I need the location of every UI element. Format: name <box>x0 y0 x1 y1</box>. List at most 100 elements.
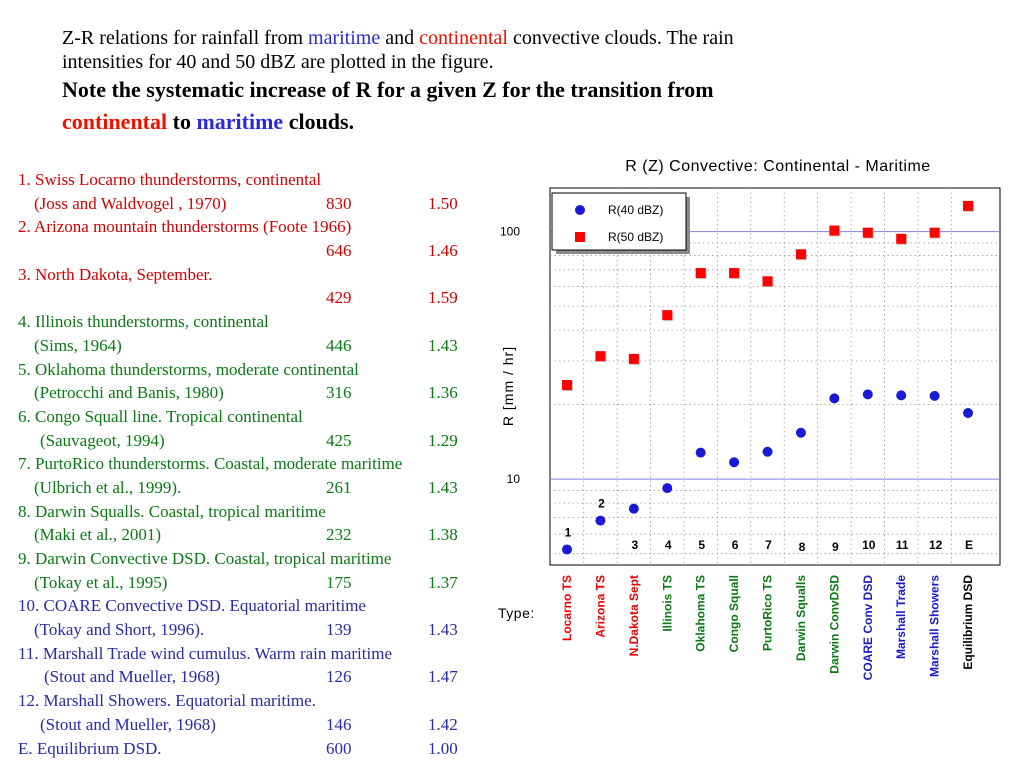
point-r40 <box>795 427 806 438</box>
point-r40 <box>963 408 974 419</box>
list-item: E. Equilibrium DSD. 600 1.00 <box>18 737 478 761</box>
type-label: COARE Conv DSD <box>861 575 875 681</box>
list-item: 9. Darwin Convective DSD. Coastal, tropi… <box>18 547 478 594</box>
type-label: Oklahoma TS <box>694 575 708 652</box>
type-label: Marshall Showers <box>928 575 942 677</box>
point-r40 <box>595 515 606 526</box>
list-item-b-exponent: 1.37 <box>428 572 458 592</box>
list-item-a-coefficient: 175 <box>326 572 352 592</box>
list-item-title: 5. Oklahoma thunderstorms, moderate cont… <box>18 359 359 379</box>
type-axis-label: Type: <box>498 605 535 621</box>
category-label: 7 <box>765 538 772 552</box>
list-item-title: 2. Arizona mountain thunderstorms (Foote… <box>18 217 352 237</box>
category-label: 6 <box>732 538 739 552</box>
list-item-a-coefficient: 139 <box>326 620 352 640</box>
list-item-values: (Petrocchi and Banis, 1980) 316 1.36 <box>18 381 478 405</box>
list-item-b-exponent: 1.46 <box>428 241 458 261</box>
type-label: Darwin Squalls <box>794 575 808 661</box>
point-r40 <box>862 389 873 400</box>
list-item-b-exponent: 1.42 <box>428 714 458 734</box>
list-item-title: 3. North Dakota, September. <box>18 264 213 284</box>
category-label: 4 <box>665 538 672 552</box>
list-item-a-coefficient: 261 <box>326 477 352 497</box>
category-label: 10 <box>862 538 876 552</box>
list-item-title: 4. Illinois thunderstorms, continental <box>18 312 269 332</box>
list-item-a-coefficient: 600 <box>326 738 352 758</box>
list-item: 7. PurtoRico thunderstorms. Coastal, mod… <box>18 452 478 499</box>
list-item: 10. COARE Convective DSD. Equatorial mar… <box>18 594 478 641</box>
list-item-reference: (Sims, 1964) <box>34 335 122 355</box>
list-item-title: 11. Marshall Trade wind cumulus. Warm ra… <box>18 643 392 663</box>
list-item: 6. Congo Squall line. Tropical continent… <box>18 405 478 452</box>
list-item: 8. Darwin Squalls. Coastal, tropical mar… <box>18 500 478 547</box>
list-item-title: 10. COARE Convective DSD. Equatorial mar… <box>18 596 366 616</box>
list-item-reference: E. Equilibrium DSD. <box>18 738 162 758</box>
list-item-b-exponent: 1.00 <box>428 738 458 758</box>
zr-relation-list: 1. Swiss Locarno thunderstorms, continen… <box>18 168 478 760</box>
list-item-reference: (Tokay et al., 1995) <box>34 572 168 592</box>
list-item-title: 9. Darwin Convective DSD. Coastal, tropi… <box>18 549 392 568</box>
list-item-b-exponent: 1.47 <box>428 667 458 687</box>
point-r40 <box>562 544 572 555</box>
list-item-title: 6. Congo Squall line. Tropical continent… <box>18 406 303 426</box>
list-item-a-coefficient: 446 <box>326 335 352 355</box>
point-r50 <box>929 227 940 238</box>
list-item-a-coefficient: 232 <box>326 525 352 545</box>
point-r50 <box>695 268 706 279</box>
list-item-b-exponent: 1.59 <box>428 288 458 308</box>
type-label: N.Dakota Sept <box>627 575 641 656</box>
header-line-4: continental to maritime clouds. <box>62 109 355 134</box>
list-item-b-exponent: 1.43 <box>428 477 458 497</box>
type-label: Darwin ConvDSD <box>827 575 841 674</box>
point-r40 <box>829 393 840 404</box>
y-axis-label: R [mm / hr] <box>500 346 516 426</box>
type-label: Illinois TS <box>660 575 674 632</box>
list-item: 4. Illinois thunderstorms, continental (S… <box>18 310 478 357</box>
list-item-a-coefficient: 425 <box>326 430 352 450</box>
list-item-reference: (Stout and Mueller, 1968) <box>40 714 216 734</box>
point-r50 <box>829 225 840 236</box>
category-label: 12 <box>929 538 943 552</box>
list-item-a-coefficient: 429 <box>326 288 352 308</box>
list-item: 2. Arizona mountain thunderstorms (Foote… <box>18 215 478 262</box>
category-label: 5 <box>698 538 705 552</box>
grid-lines <box>550 188 1000 565</box>
point-r50 <box>562 380 572 391</box>
list-item-b-exponent: 1.43 <box>428 620 458 640</box>
list-item-reference: (Ulbrich et al., 1999). <box>34 477 182 497</box>
type-label: Locarno TS <box>560 575 574 641</box>
category-label: 11 <box>896 538 909 552</box>
list-item-values: 646 1.46 <box>18 239 478 263</box>
point-r50 <box>862 227 873 238</box>
category-label: 3 <box>631 538 638 552</box>
point-r40 <box>729 457 740 468</box>
list-item-a-coefficient: 146 <box>326 714 352 734</box>
list-item-values: (Tokay et al., 1995) 175 1.37 <box>18 571 478 595</box>
type-label: PurtoRico TS <box>761 575 775 651</box>
data-marks <box>562 200 975 555</box>
y-tick-label: 100 <box>500 225 520 239</box>
slide-header: Z-R relations for rainfall from maritime… <box>62 26 1012 138</box>
list-item: 3. North Dakota, September. 429 1.59 <box>18 263 478 310</box>
list-item-values: (Stout and Mueller, 1968) 146 1.42 <box>18 713 478 737</box>
list-item-b-exponent: 1.29 <box>428 430 458 450</box>
list-item-title: 7. PurtoRico thunderstorms. Coastal, mod… <box>18 454 403 474</box>
category-labels: 123 4 5 6 7 8 9 10 11 12 E <box>565 497 973 554</box>
type-label: Marshall Trade <box>894 575 908 659</box>
list-item: 1. Swiss Locarno thunderstorms, continen… <box>18 168 478 215</box>
list-item: 5. Oklahoma thunderstorms, moderate cont… <box>18 358 478 405</box>
point-r50 <box>795 249 806 260</box>
list-item-values: (Maki et al., 2001) 232 1.38 <box>18 523 478 547</box>
point-r50 <box>595 351 606 362</box>
list-item-values: (Sims, 1964) 446 1.43 <box>18 334 478 358</box>
category-label: 8 <box>799 540 806 554</box>
list-item-a-coefficient: 830 <box>326 193 352 213</box>
header-line-3: Note the systematic increase of R for a … <box>62 77 714 102</box>
point-r40 <box>628 503 639 514</box>
list-item-reference: (Stout and Mueller, 1968) <box>44 667 220 687</box>
point-r50 <box>628 353 639 364</box>
list-item-values: (Ulbrich et al., 1999). 261 1.43 <box>18 476 478 500</box>
point-r40 <box>762 446 773 457</box>
list-item-a-coefficient: 126 <box>326 667 352 687</box>
